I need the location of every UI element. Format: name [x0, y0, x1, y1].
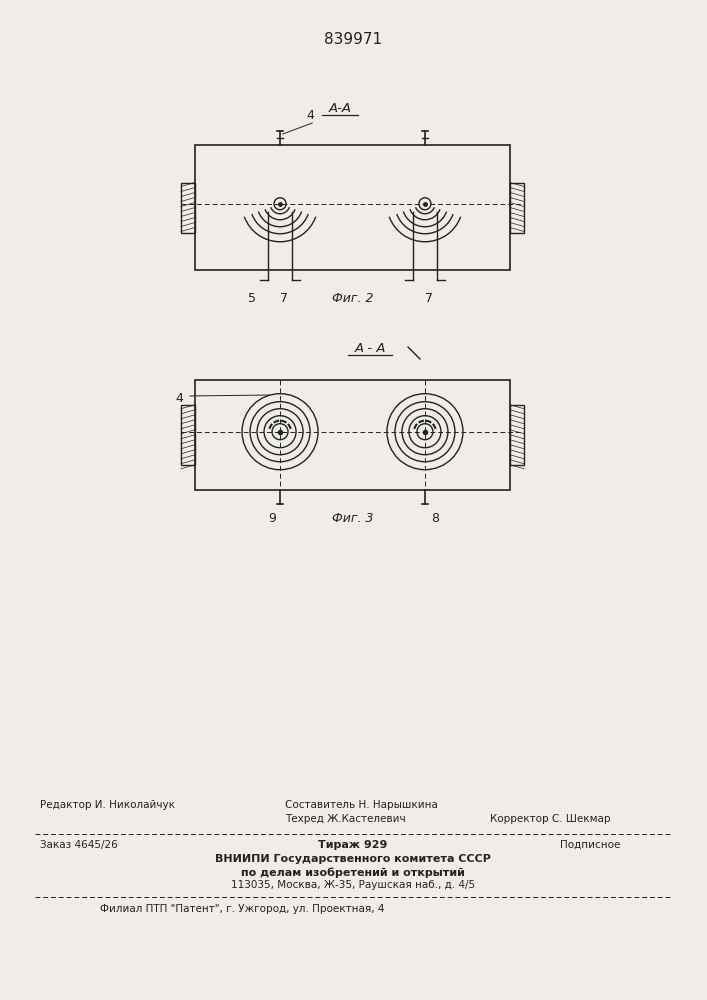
Text: ВНИИПИ Государственного комитета СССР: ВНИИПИ Государственного комитета СССР — [215, 854, 491, 864]
Text: Составитель Н. Нарышкина: Составитель Н. Нарышкина — [285, 800, 438, 810]
Text: 7: 7 — [425, 292, 433, 305]
Text: 8: 8 — [431, 512, 439, 525]
Text: А-А: А-А — [329, 102, 351, 115]
Text: 839971: 839971 — [324, 32, 382, 47]
Text: Фиг. 3: Фиг. 3 — [332, 512, 373, 525]
Text: Тираж 929: Тираж 929 — [318, 840, 387, 850]
Text: Редактор И. Николайчук: Редактор И. Николайчук — [40, 800, 175, 810]
Text: 9: 9 — [268, 512, 276, 525]
Bar — [195, 145, 510, 270]
Text: Корректор С. Шекмар: Корректор С. Шекмар — [490, 814, 611, 824]
Text: Подписное: Подписное — [560, 840, 620, 850]
Text: 5: 5 — [248, 292, 256, 305]
Text: 7: 7 — [280, 292, 288, 305]
Text: Техред Ж.Кастелевич: Техред Ж.Кастелевич — [285, 814, 406, 824]
Text: 4: 4 — [175, 392, 183, 405]
Text: А - А: А - А — [354, 342, 386, 355]
Text: Филиал ПТП "Патент", г. Ужгород, ул. Проектная, 4: Филиал ПТП "Патент", г. Ужгород, ул. Про… — [100, 904, 385, 914]
Text: Заказ 4645/26: Заказ 4645/26 — [40, 840, 118, 850]
Bar — [181, 405, 195, 465]
Bar — [510, 405, 524, 465]
Text: Фиг. 2: Фиг. 2 — [332, 292, 373, 305]
Text: по делам изобретений и открытий: по делам изобретений и открытий — [241, 867, 465, 878]
Text: 113035, Москва, Ж-35, Раушская наб., д. 4/5: 113035, Москва, Ж-35, Раушская наб., д. … — [231, 880, 475, 890]
Bar — [195, 380, 510, 490]
Bar — [510, 182, 524, 232]
Text: 4: 4 — [306, 109, 314, 122]
Bar — [181, 182, 195, 232]
